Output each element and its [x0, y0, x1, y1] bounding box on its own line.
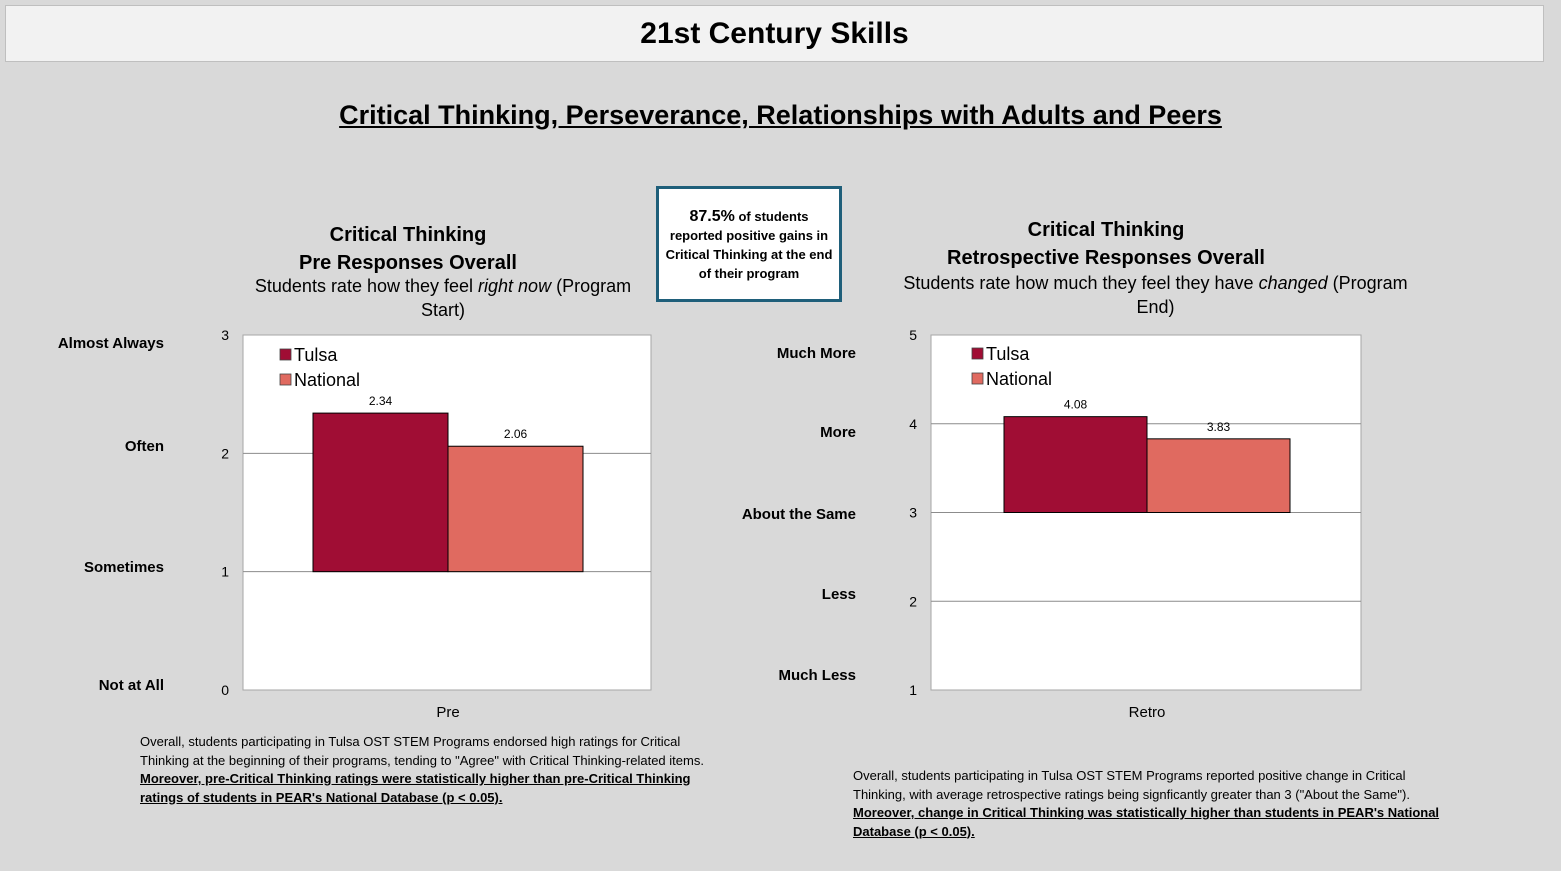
retro-chart-bar-national [1146, 438, 1291, 513]
retro-chart-y-tick-label: 1 [909, 682, 917, 698]
right-desc-before: Students rate how much they feel they ha… [903, 273, 1259, 293]
right-desc-italic: changed [1258, 273, 1328, 293]
right-category-label: More [820, 424, 856, 441]
left-category-label: Almost Always [57, 335, 164, 352]
pre-chart-legend-label: National [294, 370, 360, 390]
retro-chart-legend-label: Tulsa [986, 344, 1030, 364]
retro-chart-legend-label: National [986, 369, 1052, 389]
right-summary-emphasis: Moreover, change in Critical Thinking wa… [853, 805, 1440, 839]
left-chart-description: Students rate how they feel right now (P… [238, 274, 648, 322]
page-title-banner: 21st Century Skills [5, 5, 1544, 62]
right-category-label: Much More [776, 345, 856, 362]
pre-chart-y-tick-label: 2 [221, 445, 229, 461]
callout-text: of students reported positive gains in C… [665, 209, 833, 281]
retro-chart-y-tick-label: 5 [909, 327, 917, 343]
right-chart-description: Students rate how much they feel they ha… [893, 271, 1418, 319]
retro-chart-legend-swatch [971, 372, 984, 385]
pre-chart-y-tick-label: 1 [221, 564, 229, 580]
left-category-label: Sometimes [83, 559, 164, 576]
retro-chart-legend-swatch [971, 347, 984, 360]
left-desc-before: Students rate how they feel [254, 276, 479, 296]
right-category-label: About the Same [741, 506, 856, 523]
left-chart-title-line1: Critical Thinking [329, 224, 487, 246]
retro-chart-y-tick-label: 2 [909, 593, 917, 609]
page-title: 21st Century Skills [640, 16, 909, 50]
page-subtitle: Critical Thinking, Perseverance, Relatio… [339, 100, 1222, 130]
right-summary-text: Overall, students participating in Tulsa… [853, 768, 1410, 802]
retro-chart-category-label: Retro [1129, 704, 1166, 721]
left-summary-text: Overall, students participating in Tulsa… [140, 734, 704, 768]
pre-chart-legend-swatch [279, 373, 292, 386]
retro-chart-bar-tulsa [1003, 416, 1148, 513]
gains-callout: 87.5% of students reported positive gain… [656, 186, 842, 302]
right-desc-after: (Program End) [1136, 273, 1408, 317]
retro-chart-data-label: 3.83 [1207, 420, 1231, 434]
right-chart-title: Critical Thinking Retrospective Response… [906, 216, 1306, 272]
left-desc-after: (Program Start) [420, 276, 632, 320]
pre-chart-y-tick-label: 3 [221, 327, 229, 343]
left-desc-italic: right now [478, 276, 552, 296]
left-summary-emphasis: Moreover, pre-Critical Thinking ratings … [140, 771, 691, 805]
right-chart-title-line1: Critical Thinking [1027, 219, 1185, 241]
pre-chart-legend-label: Tulsa [294, 345, 338, 365]
right-summary: Overall, students participating in Tulsa… [853, 767, 1453, 841]
pre-chart-legend-swatch [279, 348, 292, 361]
left-chart-title: Critical Thinking Pre Responses Overall [258, 221, 558, 277]
pre-chart-y-tick-label: 0 [221, 682, 229, 698]
callout-percent: 87.5% [689, 208, 735, 225]
retro-chart-data-label: 4.08 [1064, 398, 1088, 412]
right-chart-title-line2: Retrospective Responses Overall [947, 247, 1265, 269]
pre-chart-data-label: 2.34 [369, 394, 393, 408]
right-category-label: Much Less [778, 667, 856, 684]
left-category-label: Often [124, 438, 164, 455]
left-category-label: Not at All [98, 677, 164, 694]
pre-chart-bar-tulsa [312, 412, 449, 573]
pre-chart-bar-national [447, 445, 584, 573]
pre-chart-data-label: 2.06 [504, 427, 528, 441]
retro-chart-y-tick-label: 3 [909, 505, 917, 521]
left-chart-title-line2: Pre Responses Overall [299, 252, 517, 274]
pre-chart-category-label: Pre [436, 704, 459, 721]
left-summary: Overall, students participating in Tulsa… [140, 733, 730, 807]
right-category-label: Less [821, 586, 856, 603]
retro-chart-y-tick-label: 4 [909, 416, 917, 432]
